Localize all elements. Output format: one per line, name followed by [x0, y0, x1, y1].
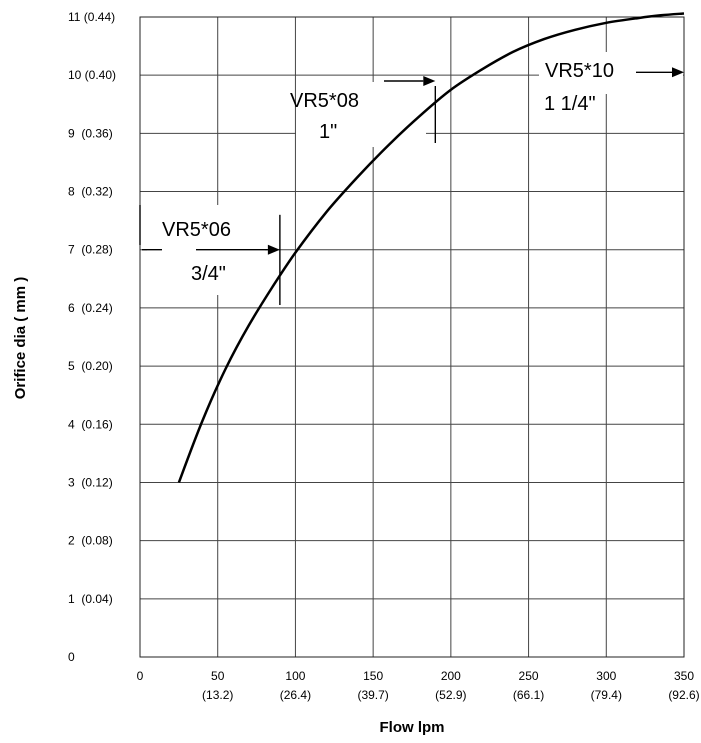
x-tick-sublabel: (66.1)	[513, 688, 544, 702]
x-tick-label: 200	[441, 669, 461, 683]
annotation-model-label: VR5*10	[545, 60, 614, 82]
x-tick-label: 150	[363, 669, 383, 683]
y-tick-label: 9 (0.36)	[68, 126, 113, 140]
annotation-size-label: 3/4"	[191, 263, 226, 285]
y-tick-label: 4 (0.16)	[68, 417, 113, 431]
y-tick-label: 3 (0.12)	[68, 475, 113, 489]
x-tick-label: 100	[285, 669, 305, 683]
x-tick-sublabel: (92.6)	[668, 688, 699, 702]
plot-frame	[139, 16, 685, 658]
x-tick-label: 0	[137, 669, 144, 683]
annotation-arrowhead	[672, 67, 684, 78]
y-tick-label: 8 (0.32)	[68, 185, 113, 199]
y-tick-label: 10 (0.40)	[68, 68, 116, 82]
annotation-size-label: 1 1/4"	[544, 93, 596, 115]
x-tick-sublabel: (79.4)	[591, 688, 622, 702]
annotation-size-label: 1"	[319, 121, 337, 143]
series-line	[177, 12, 685, 483]
x-tick-label: 250	[519, 669, 539, 683]
annotation-model-label: VR5*08	[290, 90, 359, 112]
x-tick-label: 50	[211, 669, 225, 683]
annotation-background	[539, 52, 683, 94]
x-tick-label: 300	[596, 669, 616, 683]
y-tick-label: 11 (0.44)	[68, 10, 115, 24]
series-layer	[177, 12, 685, 483]
annotation-background	[296, 82, 426, 147]
x-tick-sublabel: (52.9)	[435, 688, 466, 702]
x-tick-label: 350	[674, 669, 694, 683]
annotation-model-label: VR5*06	[162, 219, 231, 241]
annotations-layer: VR5*06 3/4" VR5*08 1" VR5*10 1 1/4"	[139, 60, 684, 305]
y-tick-label: 5 (0.20)	[68, 359, 113, 373]
y-tick-label: 6 (0.24)	[68, 301, 113, 315]
annotation-backgrounds	[147, 52, 683, 295]
annotation-arrowhead	[423, 76, 436, 86]
y-tick-label: 0	[68, 650, 75, 664]
x-axis-title: Flow lpm	[380, 719, 445, 736]
y-tick-label: 1 (0.04)	[68, 592, 113, 606]
y-tick-labels: 0 1 (0.04) 2 (0.08) 3 (0.12) 4 (0.16) 5 (0.20…	[68, 10, 116, 664]
annotation-arrowhead	[267, 244, 280, 255]
x-tick-sublabel: (26.4)	[280, 688, 311, 702]
x-tick-sublabel: (39.7)	[357, 688, 388, 702]
y-axis-title: Orifice dia ( mm )	[12, 277, 29, 400]
y-tick-label: 7 (0.28)	[68, 243, 113, 257]
y-tick-label: 2 (0.08)	[68, 534, 113, 548]
x-tick-labels: 0 50 (13.2) 100 (26.4) 150 (39.7) 200 (52.9) 250 (…	[137, 669, 700, 702]
x-tick-sublabel: (13.2)	[202, 688, 233, 702]
